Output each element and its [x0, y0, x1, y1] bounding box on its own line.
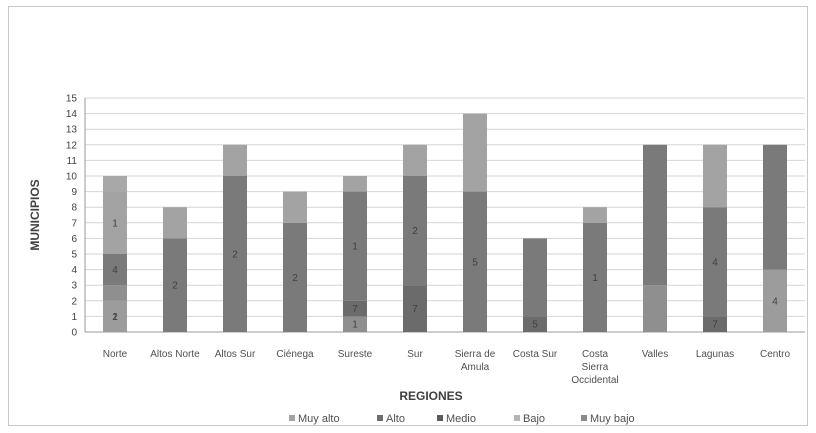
data-label: 2 [292, 273, 298, 284]
bar-segment [343, 300, 367, 317]
legend-label: Bajo [523, 413, 545, 425]
bar-segment [643, 144, 667, 286]
y-tick-label: 7 [71, 218, 77, 229]
y-tick-label: 11 [67, 156, 78, 167]
y-tick-label: 14 [66, 109, 78, 120]
y-tick-label: 0 [71, 328, 77, 339]
x-axis-title: REGIONES [399, 389, 462, 403]
y-tick-label: 8 [71, 203, 77, 214]
x-tick-label: Lagunas [696, 349, 734, 360]
y-tick-label: 10 [66, 172, 78, 183]
bar-segment [523, 316, 547, 332]
y-tick-label: 6 [71, 234, 77, 245]
x-tick-label: Ciénega [276, 349, 314, 360]
data-label: 2 [172, 281, 178, 292]
bar-segment [103, 254, 127, 286]
legend-swatch [289, 415, 295, 421]
y-tick-label: 1 [71, 312, 77, 323]
y-tick-label: 5 [71, 250, 77, 261]
data-label: 7 [412, 304, 418, 315]
y-tick-label: 4 [71, 265, 77, 276]
bar-segment [103, 191, 127, 254]
bar-segment [703, 144, 727, 208]
bar-segment [763, 269, 787, 332]
bar-segment [283, 191, 307, 223]
bar-segment [643, 285, 667, 332]
x-tick-label: Valles [642, 349, 669, 360]
x-tick-label: Centro [760, 349, 790, 360]
bar-segment [403, 176, 427, 286]
data-label: 1 [592, 273, 598, 284]
bar-segment [163, 207, 187, 239]
data-label: 5 [472, 257, 478, 268]
data-label: 7 [352, 304, 358, 315]
x-tick-label: Sierra de [455, 349, 496, 360]
bar-segment [103, 176, 127, 192]
legend: Muy alto Alto Medio Bajo Muy bajo [289, 413, 635, 425]
data-label: 4 [712, 257, 718, 268]
bar-segment [343, 191, 367, 301]
y-tick-label: 9 [71, 187, 77, 198]
legend-label: Muy bajo [590, 413, 635, 425]
data-label: 1 [352, 242, 358, 253]
data-label: 2 [112, 312, 118, 323]
bar-segment [163, 238, 187, 332]
legend-swatch [377, 415, 383, 421]
data-label: 7 [712, 320, 718, 331]
bar-segment [583, 207, 607, 223]
legend-label: Medio [446, 413, 476, 425]
y-tick-label: 12 [66, 140, 78, 151]
data-label: 1 [112, 218, 118, 229]
y-tick-label: 3 [71, 281, 77, 292]
bar-segment [463, 191, 487, 332]
x-tick-label: Amula [461, 362, 490, 373]
x-tick-label: Sierra [582, 362, 609, 373]
y-tick-label: 13 [66, 125, 78, 136]
bar-segment [403, 285, 427, 332]
data-label: 1 [352, 320, 358, 331]
bar-segment [343, 176, 367, 192]
data-label: 2 [232, 250, 238, 261]
bar-segment [703, 316, 727, 332]
y-axis-title: MUNICIPIOS [28, 179, 42, 250]
x-tick-label: Altos Sur [215, 349, 256, 360]
data-label: 4 [772, 296, 778, 307]
bar-segment [283, 222, 307, 332]
bar-segment [583, 222, 607, 332]
bar-segment [103, 285, 127, 301]
data-label: 5 [532, 320, 538, 331]
bar-segment [343, 316, 367, 332]
x-tick-label: Sureste [338, 349, 373, 360]
x-tick-label: Costa [582, 349, 609, 360]
legend-swatch [437, 415, 443, 421]
y-tick-label: 15 [66, 94, 78, 105]
x-axis-labels: Norte Altos Norte Altos Sur Ciénega Sureste S… [103, 349, 791, 386]
x-tick-label: Altos Norte [150, 349, 200, 360]
bar-segment [523, 238, 547, 317]
bar-segment [763, 144, 787, 270]
bar-segment [223, 144, 247, 176]
x-tick-label: Costa Sur [513, 349, 558, 360]
bar-segment [103, 300, 127, 332]
x-tick-label: Sur [407, 349, 423, 360]
data-label: 4 [112, 265, 118, 276]
legend-label: Alto [386, 413, 405, 425]
legend-swatch [514, 415, 520, 421]
bar-segment [403, 144, 427, 176]
data-label: 2 [412, 226, 418, 237]
bar-segment [703, 207, 727, 317]
x-tick-label: Occidental [571, 375, 618, 386]
y-tick-label: 2 [71, 296, 77, 307]
grid-lines [85, 97, 805, 333]
legend-swatch [581, 415, 587, 421]
x-tick-label: Norte [103, 349, 128, 360]
bar-segment [463, 113, 487, 192]
bar-segment [223, 176, 247, 332]
legend-label: Muy alto [298, 413, 340, 425]
data-label: 1 [112, 312, 118, 323]
